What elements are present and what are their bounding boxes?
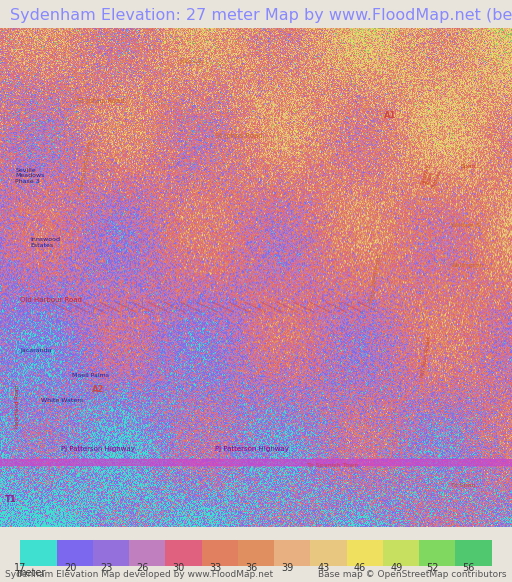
Text: To Span...: To Span... xyxy=(451,483,481,488)
Text: St Johns Road: St Johns Road xyxy=(215,133,263,139)
Text: Base map © OpenStreetMap contributors: Base map © OpenStreetMap contributors xyxy=(318,570,507,579)
Text: 33: 33 xyxy=(209,563,221,573)
Text: Innswood
Estates: Innswood Estates xyxy=(31,237,61,248)
Bar xyxy=(57,540,93,566)
Text: Spanish
Town
Bypass: Spanish Town Bypass xyxy=(420,162,443,189)
Bar xyxy=(274,540,310,566)
Text: William S: William S xyxy=(451,223,479,229)
Text: Span...: Span... xyxy=(461,164,482,169)
Text: Heartland Road: Heartland Road xyxy=(15,385,20,428)
FancyArrow shape xyxy=(0,459,512,465)
Bar xyxy=(93,540,129,566)
Text: St Johns Road: St Johns Road xyxy=(77,98,124,104)
Bar xyxy=(455,540,492,566)
Bar xyxy=(20,540,57,566)
Text: Hwy 2000 Road: Hwy 2000 Road xyxy=(369,254,382,303)
Text: Jacaranda: Jacaranda xyxy=(20,348,52,353)
Text: Jobs La...: Jobs La... xyxy=(179,59,207,64)
Bar xyxy=(238,540,274,566)
Text: 36: 36 xyxy=(245,563,258,573)
Text: 52: 52 xyxy=(426,563,439,573)
Text: Sydenham Elevation Map developed by www.FloodMap.net: Sydenham Elevation Map developed by www.… xyxy=(5,570,273,579)
Text: 20: 20 xyxy=(64,563,76,573)
Text: Wellington: Wellington xyxy=(451,263,484,268)
Bar xyxy=(129,540,165,566)
Text: 39: 39 xyxy=(282,563,294,573)
Text: 43: 43 xyxy=(317,563,330,573)
Text: PJ Patterson Highway: PJ Patterson Highway xyxy=(215,446,289,452)
Bar xyxy=(383,540,419,566)
Text: 17: 17 xyxy=(14,563,27,573)
Text: Old Harbour Road: Old Harbour Road xyxy=(20,297,82,303)
Bar xyxy=(419,540,455,566)
Text: PJ Patterson Highway: PJ Patterson Highway xyxy=(61,446,135,452)
Text: A1: A1 xyxy=(384,111,396,120)
Text: Sydenham Elevation: 27 meter Map by www.FloodMap.net (beta): Sydenham Elevation: 27 meter Map by www.… xyxy=(10,8,512,23)
Text: Seville
Meadows
Phase 3: Seville Meadows Phase 3 xyxy=(15,168,45,184)
Text: Featherbed Lane: Featherbed Lane xyxy=(79,140,94,194)
Text: 56: 56 xyxy=(462,563,475,573)
Bar xyxy=(165,540,202,566)
Bar xyxy=(310,540,347,566)
Bar xyxy=(202,540,238,566)
Text: Maeil Palms: Maeil Palms xyxy=(72,373,109,378)
Text: White Waters: White Waters xyxy=(41,398,83,403)
Bar xyxy=(347,540,383,566)
Text: 46: 46 xyxy=(354,563,366,573)
Text: 26: 26 xyxy=(136,563,149,573)
Text: 23: 23 xyxy=(100,563,113,573)
Text: 49: 49 xyxy=(390,563,402,573)
Text: Hill Run Road: Hill Run Road xyxy=(420,336,432,378)
Text: To Spanish Town: To Spanish Town xyxy=(307,463,358,468)
Text: A2: A2 xyxy=(92,385,104,394)
Text: meter: meter xyxy=(16,567,45,578)
Text: T1: T1 xyxy=(5,495,17,504)
Text: 30: 30 xyxy=(173,563,185,573)
